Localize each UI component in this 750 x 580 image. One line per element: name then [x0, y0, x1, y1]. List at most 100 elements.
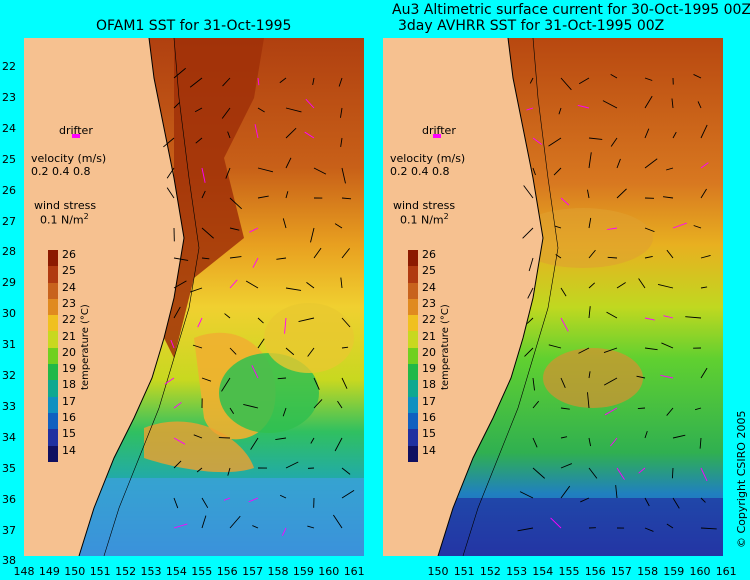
- velocity-vector: [285, 191, 289, 199]
- velocity-vector: [532, 467, 546, 479]
- velocity-vector: [194, 107, 203, 113]
- velocity-vector: [334, 223, 343, 229]
- velocity-vector: [699, 437, 702, 449]
- velocity-vector: [285, 157, 292, 169]
- velocity-vector: [672, 131, 677, 139]
- velocity-vector: [524, 347, 534, 357]
- velocity-vector: [550, 517, 562, 529]
- right-panel-title-line1: Au3 Altimetric surface current for 30-Oc…: [392, 2, 750, 18]
- velocity-vector: [249, 227, 259, 233]
- velocity-vector: [638, 467, 646, 474]
- velocity-vector: [341, 197, 352, 200]
- velocity-vector: [279, 494, 287, 499]
- velocity-vector: [560, 287, 567, 297]
- velocity-vector: [528, 257, 534, 272]
- velocity-vector: [663, 315, 674, 319]
- colorbar-swatch: [408, 380, 418, 397]
- velocity-vector: [527, 287, 534, 299]
- velocity-vector: [700, 255, 711, 259]
- velocity-vector: [341, 167, 346, 184]
- x-tick-label: 158: [637, 565, 659, 578]
- velocity-vector: [224, 313, 231, 319]
- velocity-vector: [304, 131, 315, 139]
- colorbar-swatch: [48, 429, 58, 446]
- velocity-vector: [660, 374, 674, 379]
- velocity-vector: [257, 107, 265, 113]
- velocity-vector: [222, 77, 231, 87]
- right-velocity-values: 0.2 0.4 0.8: [390, 165, 450, 178]
- velocity-vector: [257, 317, 264, 324]
- velocity-vector: [560, 377, 566, 389]
- colorbar-tick-label: 23: [422, 296, 436, 310]
- velocity-vector: [340, 137, 343, 148]
- colorbar-tick-label: 14: [422, 443, 436, 457]
- velocity-vector: [173, 306, 181, 319]
- velocity-vector: [221, 377, 231, 392]
- velocity-vector: [337, 400, 343, 409]
- y-tick-label: 27: [2, 214, 16, 228]
- velocity-vector: [257, 195, 269, 199]
- colorbar-swatch: [408, 298, 418, 316]
- velocity-vector: [279, 77, 287, 84]
- x-tick-label: 152: [115, 565, 137, 578]
- y-tick-label: 37: [2, 523, 16, 537]
- velocity-vector: [163, 137, 175, 148]
- x-tick-label: 154: [165, 565, 187, 578]
- velocity-vector: [560, 317, 569, 332]
- y-tick-label: 36: [2, 492, 16, 506]
- velocity-vector: [229, 256, 242, 259]
- velocity-vector: [173, 523, 188, 529]
- velocity-vector: [700, 367, 708, 379]
- y-tick-label: 23: [2, 90, 16, 104]
- velocity-vector: [616, 158, 621, 169]
- y-tick-label: 22: [2, 60, 16, 73]
- velocity-vector: [610, 137, 618, 147]
- velocity-vector: [588, 306, 591, 319]
- velocity-vector: [285, 287, 302, 291]
- velocity-vector: [173, 497, 179, 509]
- velocity-vector: [672, 222, 687, 229]
- left-wind-stress-value: 0.1 N/m2: [40, 212, 89, 227]
- x-tick-label: 160: [318, 565, 340, 578]
- colorbar-tick-label: 22: [62, 313, 76, 327]
- colorbar-tick-label: 21: [422, 329, 436, 343]
- velocity-vector: [523, 185, 534, 199]
- velocity-vector: [285, 107, 302, 113]
- colorbar-swatch: [408, 364, 418, 381]
- velocity-vector: [603, 347, 618, 353]
- velocity-vector: [173, 67, 186, 79]
- velocity-vector: [548, 344, 562, 349]
- velocity-vector: [189, 77, 203, 88]
- velocity-vector: [517, 527, 534, 532]
- velocity-vector: [662, 196, 674, 199]
- velocity-vector: [616, 467, 625, 480]
- right-colorbar-title: temperature (°C): [440, 304, 451, 390]
- velocity-vector: [644, 430, 648, 439]
- left-panel-title: OFAM1 SST for 31-Oct-1995: [96, 18, 292, 34]
- y-tick-label: 38: [2, 554, 16, 568]
- y-tick-label: 24: [2, 121, 16, 135]
- colorbar-swatch: [48, 266, 58, 283]
- velocity-vector: [276, 257, 287, 260]
- velocity-vector: [310, 227, 315, 243]
- colorbar-tick-label: 16: [422, 411, 436, 424]
- velocity-vector: [221, 107, 231, 119]
- right-colorbar: [408, 250, 418, 462]
- x-tick-label: 156: [216, 565, 238, 578]
- y-tick-label: 35: [2, 461, 16, 475]
- colorbar-tick-label: 20: [422, 345, 436, 359]
- x-tick-label: 150: [64, 565, 86, 578]
- colorbar-swatch: [408, 266, 418, 283]
- velocity-vector: [672, 497, 680, 509]
- colorbar-swatch: [408, 347, 418, 365]
- velocity-vector: [229, 197, 242, 210]
- y-tick-label: 25: [2, 152, 16, 166]
- velocity-vector: [700, 188, 707, 199]
- velocity-vector: [334, 437, 343, 452]
- colorbar-swatch: [408, 250, 418, 267]
- velocity-vector: [166, 167, 175, 179]
- right-sst-map: [383, 38, 723, 556]
- left-wind-stress-label: wind stress: [34, 199, 97, 212]
- y-tick-label: 34: [2, 430, 16, 444]
- velocity-vector: [173, 257, 189, 261]
